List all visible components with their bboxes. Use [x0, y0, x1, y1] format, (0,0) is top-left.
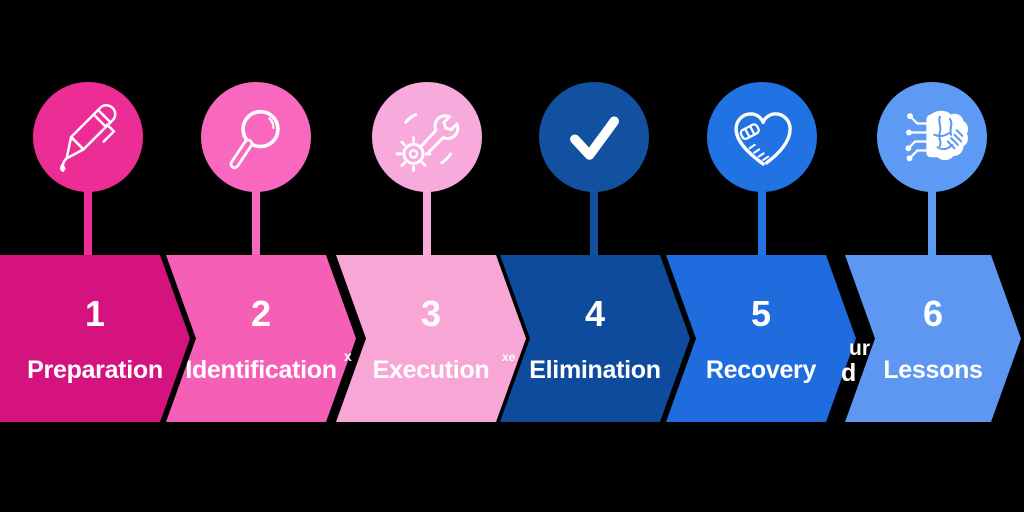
brain-circuit-icon	[905, 110, 968, 162]
connector-line	[928, 186, 936, 256]
step-label: Recovery	[705, 356, 817, 384]
chevron-step-1: 1 Preparation	[0, 255, 190, 422]
connector-line	[758, 186, 766, 256]
wrench-gear-icon	[395, 113, 460, 172]
heart-bandage-icon	[734, 112, 792, 166]
step-icon-circle	[877, 82, 987, 192]
chevron-step-2: 2 Identification	[166, 255, 356, 422]
step-icon-circle	[707, 82, 817, 192]
chevron-step-5: 5 Recovery	[666, 255, 856, 422]
step-number: 6	[922, 293, 944, 334]
clipped-text-fragment: ur	[849, 337, 870, 360]
clipped-text-fragment: x	[344, 348, 352, 364]
step-icon-circle	[33, 82, 143, 192]
step-number: 2	[250, 293, 272, 334]
chevron-step-3: 3 Execution	[336, 255, 526, 422]
step-number: 5	[750, 293, 772, 334]
step-icon-circle	[201, 82, 311, 192]
chevron-step-4: 4 Elimination	[500, 255, 690, 422]
step-number: 1	[84, 293, 106, 334]
step-label: Execution	[372, 356, 490, 384]
clipped-text-fragment: d	[841, 359, 857, 387]
step-number: 3	[420, 293, 442, 334]
step-label: Preparation	[27, 356, 163, 384]
step-label: Lessons	[883, 356, 983, 384]
checkmark-icon	[570, 116, 620, 160]
step-icon-circle	[372, 82, 482, 192]
magnifying-glass-icon	[229, 109, 280, 170]
pen-icon	[59, 104, 117, 172]
connector-line	[590, 186, 598, 256]
step-label: Identification	[185, 356, 337, 384]
clipped-text-fragment: xe	[502, 350, 516, 364]
step-label: Elimination	[529, 356, 661, 384]
connector-line	[252, 186, 260, 256]
connector-line	[84, 186, 92, 256]
step-icon-circle	[539, 82, 649, 192]
connector-line	[423, 186, 431, 256]
chevron-step-6: 6 Lessons	[845, 255, 1021, 422]
step-number: 4	[584, 293, 606, 334]
